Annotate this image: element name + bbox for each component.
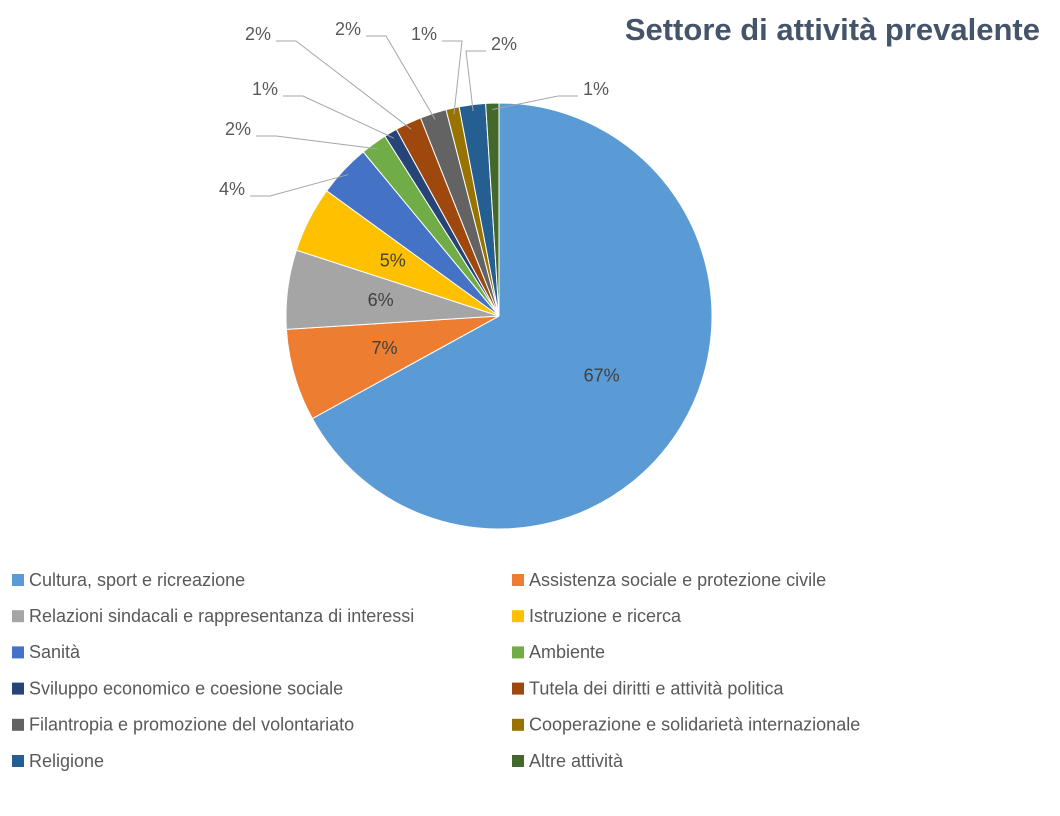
- data-label: 2%: [335, 19, 361, 39]
- leader-line: [492, 95, 578, 110]
- leader-line: [465, 50, 486, 112]
- legend-label: Cultura, sport e ricreazione: [29, 570, 245, 590]
- legend-label: Relazioni sindacali e rappresentanza di …: [29, 606, 414, 626]
- legend-label: Cooperazione e solidarietà internazional…: [529, 715, 860, 735]
- legend-swatch: [512, 610, 524, 623]
- data-label: 6%: [368, 290, 394, 310]
- legend-swatch: [12, 574, 24, 586]
- legend-label: Istruzione e ricerca: [529, 606, 682, 626]
- legend-label: Religione: [29, 751, 104, 771]
- leader-line: [276, 40, 412, 130]
- legend-label: Ambiente: [529, 642, 605, 662]
- legend-label: Tutela dei diritti e attività politica: [529, 678, 784, 698]
- pie-slice: [485, 102, 500, 317]
- legend-label: Sviluppo economico e coesione sociale: [29, 678, 343, 698]
- chart-title: Settore di attività prevalente: [625, 12, 1040, 47]
- legend-swatch: [512, 718, 524, 731]
- legend-swatch: [12, 682, 24, 695]
- data-label: 1%: [252, 79, 278, 99]
- data-label: 1%: [411, 24, 437, 44]
- legend-label: Assistenza sociale e protezione civile: [529, 570, 826, 590]
- legend-label: Altre attività: [529, 751, 624, 771]
- legend-swatch: [512, 682, 524, 695]
- data-label: 5%: [380, 251, 406, 271]
- data-label: 4%: [219, 179, 245, 199]
- legend-label: Filantropia e promozione del volontariat…: [29, 715, 354, 735]
- legend-swatch: [512, 574, 524, 586]
- leader-line: [283, 95, 395, 139]
- legend-swatch: [12, 755, 24, 767]
- leader-line: [256, 135, 378, 150]
- data-label: 2%: [245, 24, 271, 44]
- leader-line: [442, 40, 463, 115]
- data-label: 2%: [491, 34, 517, 54]
- pie-slice: [311, 102, 713, 530]
- leader-line: [250, 174, 349, 197]
- data-label: 2%: [225, 119, 251, 139]
- data-label: 7%: [371, 338, 397, 358]
- legend-swatch: [512, 755, 524, 767]
- legend-label: Sanità: [29, 642, 81, 662]
- legend-swatch: [12, 610, 24, 623]
- legend-swatch: [512, 646, 524, 659]
- legend-swatch: [12, 718, 24, 731]
- leader-line: [366, 35, 436, 120]
- data-label: 1%: [583, 79, 609, 99]
- legend-swatch: [12, 646, 24, 659]
- data-label: 67%: [584, 365, 620, 385]
